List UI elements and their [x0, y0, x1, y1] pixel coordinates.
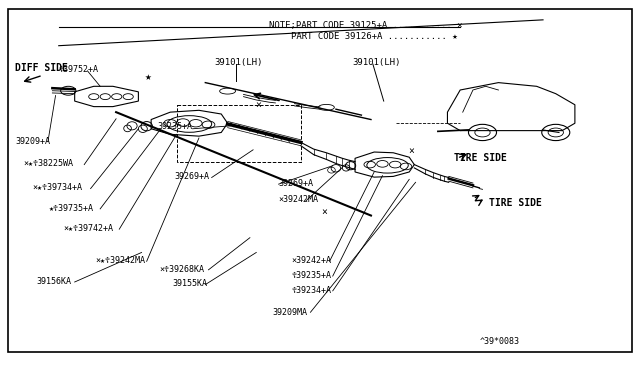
Text: 39155KA: 39155KA — [172, 279, 207, 288]
Text: ×★☦38225WA: ×★☦38225WA — [24, 159, 74, 169]
Text: 39269+A: 39269+A — [175, 172, 210, 181]
Text: PART CODE 39126+A ........... ★: PART CODE 39126+A ........... ★ — [291, 32, 458, 41]
Text: ^39*0083: ^39*0083 — [479, 337, 519, 346]
Text: 39156KA: 39156KA — [36, 278, 72, 286]
Text: ★: ★ — [145, 72, 152, 82]
Text: TIRE SIDE: TIRE SIDE — [454, 153, 507, 163]
Text: ×★☦39242MA: ×★☦39242MA — [96, 256, 146, 265]
Text: 39101(LH): 39101(LH) — [215, 58, 263, 67]
Text: ×: × — [255, 100, 261, 110]
Text: 39235+A: 39235+A — [157, 122, 193, 131]
Text: 39209MA: 39209MA — [272, 308, 307, 317]
Text: ×★☦39742+A: ×★☦39742+A — [64, 224, 114, 233]
Text: ☦39234+A: ☦39234+A — [291, 286, 332, 295]
Text: 39209+A: 39209+A — [15, 137, 51, 146]
Text: ×: × — [408, 146, 414, 156]
Text: ×39242MA: ×39242MA — [278, 195, 319, 204]
Text: 39101(LH): 39101(LH) — [352, 58, 400, 67]
Text: TIRE SIDE: TIRE SIDE — [489, 198, 541, 208]
Text: DIFF SIDE: DIFF SIDE — [15, 63, 68, 73]
Text: ☦39752+A: ☦39752+A — [59, 65, 99, 74]
Text: ×: × — [321, 207, 327, 217]
Text: ★☦39735+A: ★☦39735+A — [49, 203, 94, 213]
Text: NOTE;PART CODE 39125+A ........... ×: NOTE;PART CODE 39125+A ........... × — [269, 21, 463, 30]
Text: 39269+A: 39269+A — [278, 179, 314, 187]
Text: ×★☦39734+A: ×★☦39734+A — [32, 183, 82, 192]
Text: ×39242+A: ×39242+A — [291, 256, 332, 265]
Text: ×☦39268KA: ×☦39268KA — [159, 264, 204, 273]
Text: ☦39235+A: ☦39235+A — [291, 271, 332, 280]
